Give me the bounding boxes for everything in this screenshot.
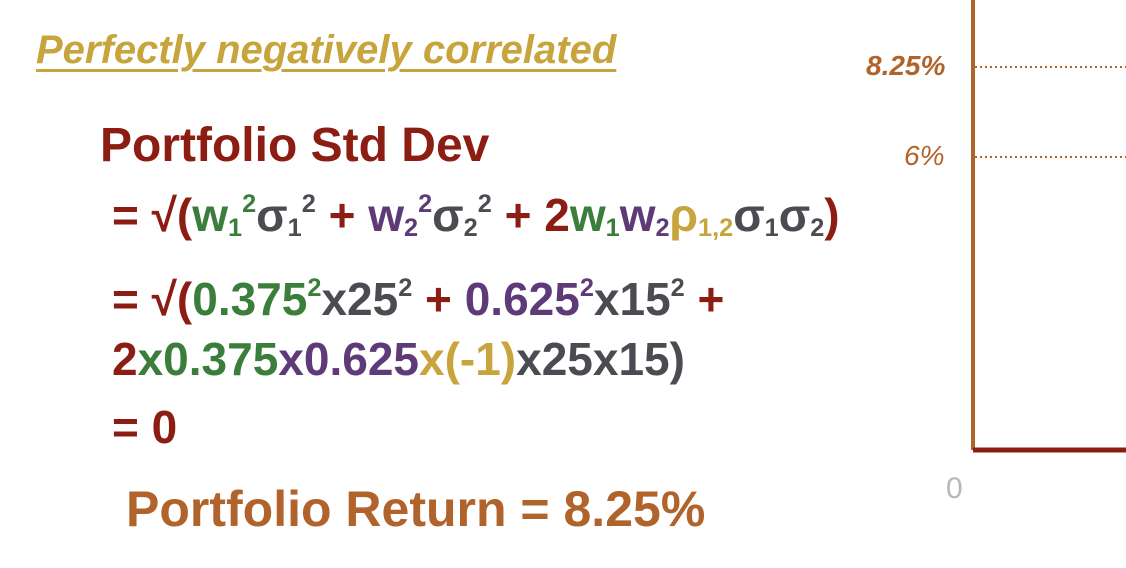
sqrt-open: √( bbox=[151, 189, 193, 241]
slide-title: Perfectly negatively correlated bbox=[36, 28, 617, 72]
w2-value: 0.6252 bbox=[464, 273, 594, 325]
portfolio-return: Portfolio Return = 8.25% bbox=[126, 481, 706, 537]
w1-value: 0.3752 bbox=[192, 273, 322, 325]
plus-sign: + bbox=[412, 273, 465, 325]
w1-symbol: w12 bbox=[192, 189, 257, 243]
rho-term: x(-1) bbox=[419, 333, 517, 385]
result-line: = 0 bbox=[112, 401, 178, 453]
two-coefficient: 2 bbox=[544, 189, 570, 241]
y-tick-label-low: 6% bbox=[904, 140, 945, 171]
plus-sign: + bbox=[491, 189, 545, 241]
sqrt-open: √( bbox=[151, 273, 193, 325]
plus-sign: + bbox=[315, 189, 369, 241]
equals-sign: = bbox=[112, 189, 152, 241]
sigma1-value: x252 bbox=[321, 273, 413, 325]
sigma-term: x25x15) bbox=[516, 333, 685, 385]
formula-line: = √(w12σ12 + w22σ22 + 2w1w2ρ1,2σ1σ2) bbox=[112, 188, 840, 242]
sigma2-symbol: σ22 bbox=[432, 189, 492, 243]
two-coefficient: 2 bbox=[112, 333, 138, 385]
y-tick-label-high: 8.25% bbox=[866, 50, 946, 81]
plus-sign-end: + bbox=[684, 273, 725, 325]
sigma-product: σ1σ2 bbox=[733, 189, 825, 243]
w2-term: x0.625 bbox=[278, 333, 419, 385]
values-line-1: = √(0.3752x252 + 0.6252x152 + bbox=[112, 272, 724, 326]
close-paren: ) bbox=[824, 189, 840, 241]
values-line-2: 2x0.375x0.625x(-1)x25x15) bbox=[112, 332, 685, 386]
origin-label: 0 bbox=[946, 472, 963, 505]
w2-symbol: w2 bbox=[619, 189, 670, 243]
equals-sign: = bbox=[112, 273, 152, 325]
w1-symbol: w1 bbox=[569, 189, 620, 243]
w1-term: x0.375 bbox=[137, 333, 279, 385]
w2-symbol: w22 bbox=[368, 189, 433, 243]
std-dev-heading: Portfolio Std Dev bbox=[100, 119, 490, 172]
sigma1-symbol: σ12 bbox=[256, 189, 316, 243]
rho-symbol: ρ1,2 bbox=[669, 189, 734, 243]
sigma2-value: x152 bbox=[593, 273, 685, 325]
